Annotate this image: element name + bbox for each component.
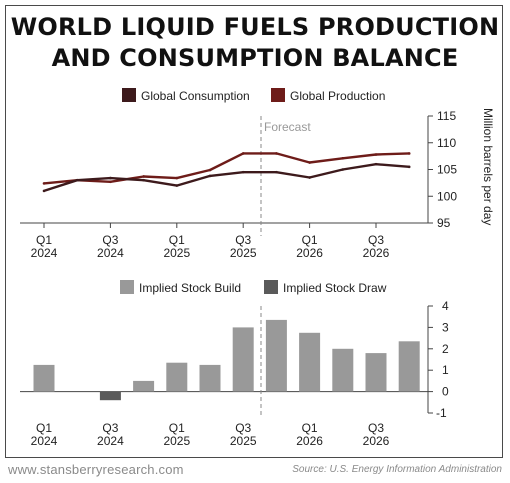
bar-x-tick-year: 2024 <box>31 434 58 448</box>
line-x-tick-quarter: Q3 <box>235 233 251 247</box>
line-x-tick-quarter: Q1 <box>169 233 185 247</box>
line-y-tick-label: 105 <box>437 163 457 177</box>
consumption-line <box>43 162 410 193</box>
consumption-line-point <box>208 174 212 178</box>
consumption-line-point <box>175 184 179 187</box>
production-line-point <box>142 175 145 178</box>
stock-build-bar <box>365 353 387 392</box>
consumption-line-point <box>42 189 46 193</box>
stock-build-bar <box>199 364 221 392</box>
production-line-point <box>374 153 378 156</box>
line-y-tick-label: 110 <box>437 136 456 150</box>
stock-build-bar <box>398 341 420 392</box>
bar-y-tick-label: 4 <box>442 299 449 313</box>
bar-legend: Implied Stock Build Implied Stock Draw <box>120 280 387 295</box>
line-x-tick-quarter: Q1 <box>302 233 318 247</box>
bar-x-tick-quarter: Q3 <box>102 421 118 435</box>
production-line <box>43 152 410 185</box>
bar-x-tick-quarter: Q1 <box>169 421 185 435</box>
line-x-tick-quarter: Q1 <box>36 233 52 247</box>
bar-y-tick-label: 1 <box>442 363 449 377</box>
line-y-tick-label: 95 <box>437 216 451 230</box>
legend-label-stock-build: Implied Stock Build <box>139 281 241 295</box>
stock-build-bar <box>133 380 155 392</box>
line-x-tick-year: 2026 <box>296 246 323 260</box>
title-line-2: AND CONSUMPTION BALANCE <box>51 44 459 72</box>
chart-frame <box>5 5 503 458</box>
legend-label-production: Global Production <box>290 89 385 103</box>
stock-build-bar <box>265 319 287 392</box>
consumption-line-point <box>374 162 378 166</box>
production-line-point <box>175 176 179 180</box>
bar-x-tick-quarter: Q1 <box>36 421 52 435</box>
bar-x-tick-year: 2025 <box>230 434 257 448</box>
consumption-line-point <box>109 176 112 180</box>
bar-x-tick-quarter: Q3 <box>235 421 251 435</box>
legend-swatch-production <box>271 88 285 102</box>
line-x-tick-year: 2024 <box>31 246 58 260</box>
line-x-tick-quarter: Q3 <box>102 233 118 247</box>
bar-x-tick-year: 2026 <box>296 434 323 448</box>
bar-x-tick-quarter: Q1 <box>302 421 318 435</box>
website-credit: www.stansberryresearch.com <box>8 462 184 477</box>
consumption-line-point <box>142 178 145 182</box>
legend-label-consumption: Global Consumption <box>141 89 250 103</box>
production-line-point <box>308 161 311 164</box>
production-line-point <box>275 152 278 155</box>
line-x-tick-year: 2026 <box>363 246 390 260</box>
stock-build-bar <box>33 364 55 392</box>
production-line-point <box>341 156 345 160</box>
production-line-point <box>42 182 46 185</box>
y-axis-title: Million barrels per day <box>481 108 495 225</box>
consumption-line-point <box>241 170 245 174</box>
line-x-tick-quarter: Q3 <box>368 233 384 247</box>
bar-y-tick-label: 3 <box>442 320 449 334</box>
stock-build-bar <box>332 348 354 392</box>
forecast-annotation: Forecast <box>264 120 311 134</box>
title-line-1: WORLD LIQUID FUELS PRODUCTION <box>10 13 500 41</box>
consumption-line-point <box>275 170 278 174</box>
stock-build-bar <box>166 362 188 392</box>
bar-x-tick-year: 2025 <box>163 434 190 448</box>
bar-y-tick-label: -1 <box>436 406 447 420</box>
stock-build-bar <box>299 332 321 392</box>
line-chart: Forecast Million barrels per day 95 100 10… <box>20 108 495 260</box>
stock-draw-bar <box>99 391 121 401</box>
consumption-line-point <box>407 165 411 169</box>
legend-swatch-stock-build <box>120 280 134 294</box>
production-line-point <box>407 152 411 155</box>
bar-x-tick-quarter: Q3 <box>368 421 384 435</box>
production-line-point <box>109 180 112 184</box>
consumption-line-point <box>308 176 311 179</box>
line-x-tick-year: 2025 <box>230 246 257 260</box>
production-line-point <box>208 168 212 172</box>
bar-x-tick-year: 2024 <box>97 434 124 448</box>
line-x-tick-year: 2024 <box>97 246 124 260</box>
legend-label-stock-draw: Implied Stock Draw <box>283 281 387 295</box>
legend-swatch-stock-draw <box>264 280 278 294</box>
legend-swatch-consumption <box>122 88 136 102</box>
production-line-point <box>241 152 245 155</box>
source-credit: Source: U.S. Energy Information Administ… <box>292 464 502 475</box>
consumption-line-point <box>75 178 79 182</box>
line-y-tick-label: 100 <box>437 189 457 203</box>
bar-x-tick-year: 2026 <box>363 434 390 448</box>
line-legend: Global Consumption Global Production <box>122 88 385 103</box>
line-x-tick-year: 2025 <box>163 246 190 260</box>
stock-build-bar <box>232 327 254 392</box>
consumption-line-point <box>341 168 345 171</box>
line-y-tick-label: 115 <box>437 109 456 123</box>
bar-y-tick-label: 0 <box>442 385 449 399</box>
chart-title: WORLD LIQUID FUELS PRODUCTION AND CONSUM… <box>0 12 510 74</box>
bar-y-tick-label: 2 <box>442 342 449 356</box>
